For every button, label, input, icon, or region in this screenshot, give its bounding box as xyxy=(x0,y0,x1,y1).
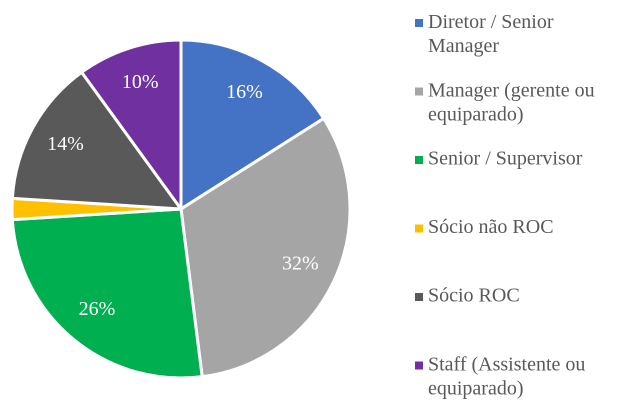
value-label: 32% xyxy=(282,253,319,275)
value-label: 14% xyxy=(47,133,84,155)
legend-swatch xyxy=(415,224,423,233)
legend-swatch xyxy=(415,293,423,301)
value-label: 26% xyxy=(79,298,116,320)
legend-label: Diretor / Senior Manager xyxy=(428,11,559,57)
legend-label: Staff (Assistente ou equiparado) xyxy=(428,353,590,399)
pie-slice xyxy=(80,38,183,211)
value-label: 16% xyxy=(226,81,263,103)
pie-slice xyxy=(179,38,326,211)
value-label: 10% xyxy=(122,71,159,93)
legend-swatch xyxy=(415,361,423,370)
pie-slice xyxy=(10,70,183,211)
legend-label: Senior / Supervisor xyxy=(428,148,583,170)
pie-slice xyxy=(179,116,352,379)
legend-label: Sócio ROC xyxy=(428,285,520,307)
legend-swatch xyxy=(415,156,423,164)
legend-swatch xyxy=(415,19,423,27)
legend-label: Manager (gerente ou equiparado) xyxy=(428,79,600,125)
pie-slice xyxy=(10,207,204,380)
legend-label: Sócio não ROC xyxy=(428,216,554,238)
legend-swatch xyxy=(415,87,423,96)
